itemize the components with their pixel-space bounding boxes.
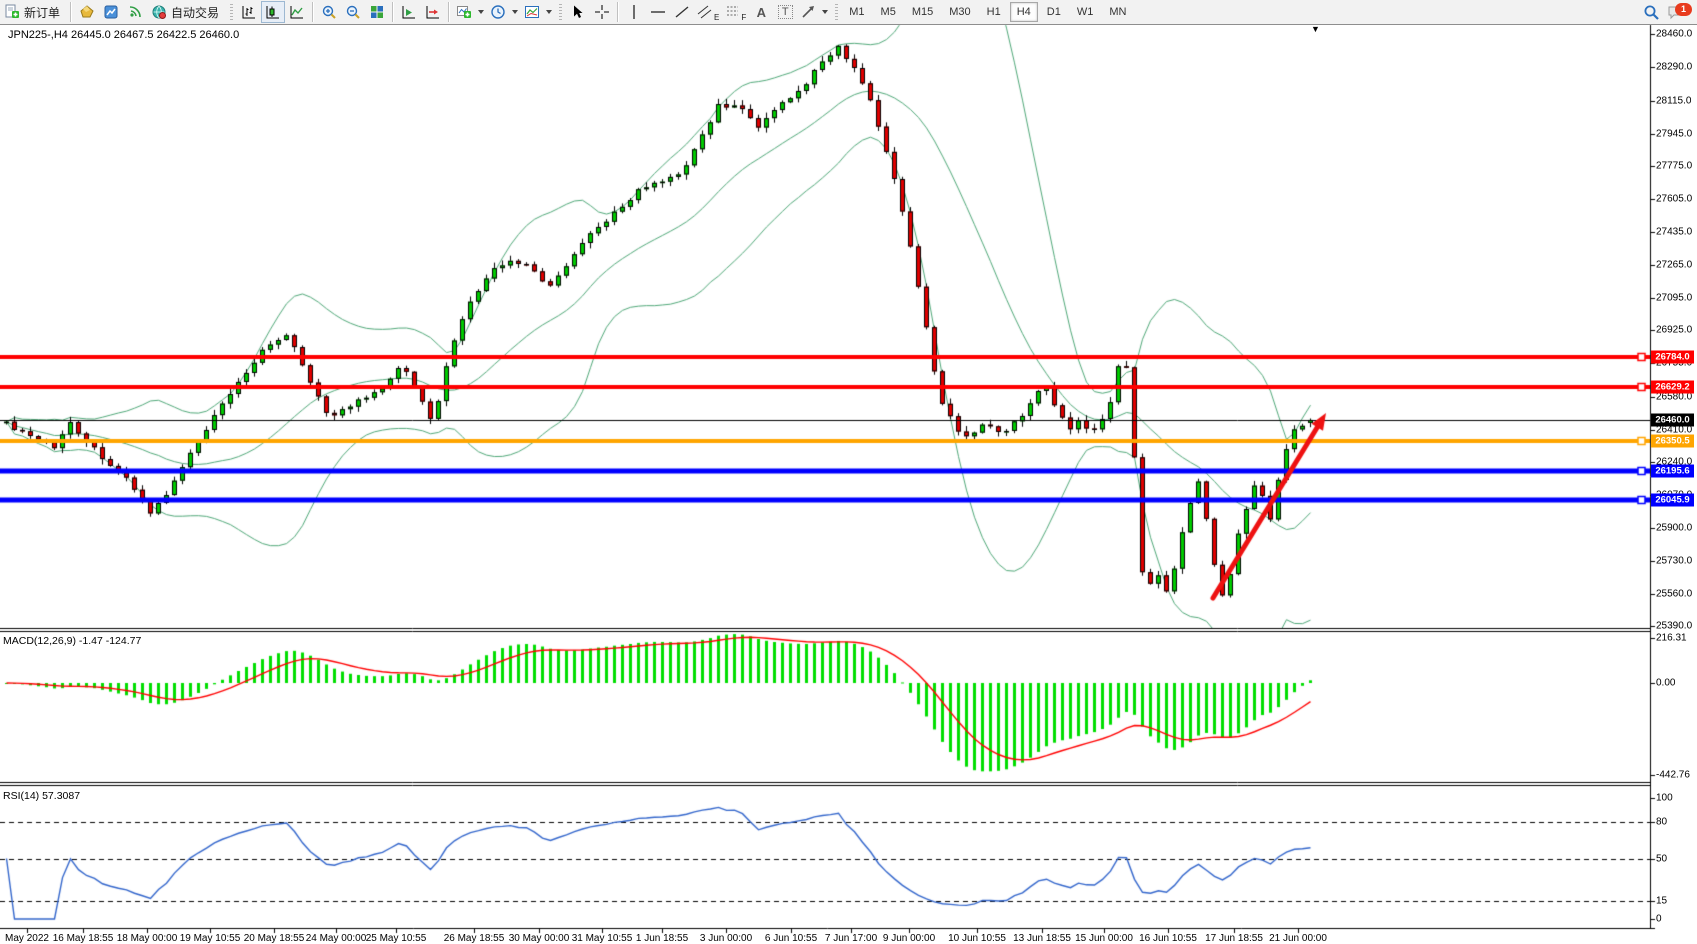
cursor-button[interactable] <box>566 1 590 23</box>
line-chart-icon <box>290 6 304 19</box>
dropdown-caret-icon <box>512 10 519 14</box>
timeframe-button-m15[interactable]: M15 <box>905 2 940 22</box>
market-watch-icon <box>104 5 118 19</box>
timeframe-group: M1 M5 M15 M30 H1 H4 D1 W1 MN <box>842 2 1133 22</box>
text-label-button[interactable]: T <box>773 1 797 23</box>
signals-button[interactable] <box>123 1 147 23</box>
templates-button[interactable] <box>521 1 555 23</box>
candlestick-chart-button[interactable] <box>261 1 286 23</box>
dropdown-caret-icon <box>822 10 829 14</box>
template-icon <box>525 6 540 18</box>
new-order-label: 新订单 <box>24 5 61 20</box>
toolbar-drag-handle[interactable] <box>558 2 564 22</box>
crosshair-icon <box>595 5 610 19</box>
timeframe-button-w1[interactable]: W1 <box>1070 2 1101 22</box>
timeframe-button-m30[interactable]: M30 <box>942 2 977 22</box>
tile-windows-button[interactable] <box>365 1 389 23</box>
equidistant-channel-icon <box>697 5 712 19</box>
price-line-tag-26195.6[interactable]: 26195.6 <box>1651 464 1694 478</box>
trendline-icon <box>675 6 689 18</box>
price-line-tag-26350.5[interactable]: 26350.5 <box>1651 434 1694 448</box>
crosshair-button[interactable] <box>590 1 614 23</box>
zoom-out-button[interactable] <box>341 1 365 23</box>
price-line-tag-26629.2[interactable]: 26629.2 <box>1651 380 1694 394</box>
notifications-button[interactable]: 1 <box>1663 1 1692 23</box>
separator <box>312 2 315 22</box>
horizontal-line-icon <box>651 11 666 13</box>
zoom-in-button[interactable] <box>317 1 341 23</box>
new-order-button[interactable]: 新订单 <box>0 1 67 23</box>
periods-button[interactable] <box>487 1 521 23</box>
fibonacci-icon <box>727 6 739 16</box>
trendline-button[interactable] <box>670 1 694 23</box>
text-icon: A <box>756 4 766 20</box>
timeframe-button-m5[interactable]: M5 <box>874 2 903 22</box>
text-label-icon: T <box>777 5 793 19</box>
timeframe-button-m1[interactable]: M1 <box>842 2 871 22</box>
gold-quotes-icon <box>80 5 94 18</box>
candlestick-chart-icon <box>266 6 280 19</box>
tile-windows-icon <box>371 6 384 18</box>
toolbar-drag-handle[interactable] <box>229 2 235 22</box>
timeframe-button-d1[interactable]: D1 <box>1040 2 1068 22</box>
toolbar-drag-handle[interactable] <box>834 2 840 22</box>
search-icon <box>1644 5 1659 20</box>
zoom-out-icon <box>346 5 360 19</box>
fibonacci-glyph: F <box>741 13 747 22</box>
arrows-button[interactable] <box>797 1 831 23</box>
text-button[interactable]: A <box>749 1 773 23</box>
quotes-button[interactable] <box>75 1 99 23</box>
signals-icon <box>129 6 141 18</box>
market-watch-button[interactable] <box>99 1 123 23</box>
separator <box>448 2 451 22</box>
dropdown-caret-icon <box>546 10 553 14</box>
indicators-icon <box>457 6 472 18</box>
price-line-tag-26045.9[interactable]: 26045.9 <box>1651 493 1694 507</box>
price-line-tag-26460.0[interactable]: 26460.0 <box>1651 413 1694 427</box>
horizontal-line-button[interactable] <box>646 1 670 23</box>
separator <box>617 2 620 22</box>
vertical-line-icon <box>633 5 635 19</box>
autotrading-label: 自动交易 <box>171 5 220 20</box>
bar-chart-icon <box>242 6 256 19</box>
timeframe-button-mn[interactable]: MN <box>1102 2 1133 22</box>
clock-icon <box>491 5 505 19</box>
price-line-tag-26784.0[interactable]: 26784.0 <box>1651 350 1694 364</box>
arrows-icon <box>802 6 815 18</box>
notification-badge: 1 <box>1675 3 1692 16</box>
autotrading-icon <box>152 5 167 19</box>
separator <box>392 2 395 22</box>
autotrading-button[interactable]: 自动交易 <box>147 1 226 23</box>
line-chart-button[interactable] <box>285 1 309 23</box>
timeframe-button-h1[interactable]: H1 <box>980 2 1008 22</box>
toolbar: 新订单 自动交易 <box>0 0 1697 25</box>
vertical-line-button[interactable] <box>622 1 646 23</box>
separator <box>70 2 73 22</box>
indicators-button[interactable] <box>453 1 487 23</box>
dropdown-caret-icon <box>478 10 485 14</box>
search-button[interactable] <box>1639 1 1663 23</box>
chart-shift-icon <box>426 6 440 19</box>
auto-scroll-button[interactable] <box>397 1 421 23</box>
new-order-icon <box>5 4 19 18</box>
timeframe-button-h4[interactable]: H4 <box>1009 2 1038 22</box>
bar-chart-button[interactable] <box>237 1 261 23</box>
auto-scroll-icon <box>402 6 416 19</box>
zoom-in-icon <box>322 5 336 19</box>
channel-glyph: E <box>714 13 720 22</box>
cursor-icon <box>574 5 583 18</box>
chart-shift-button[interactable] <box>421 1 445 23</box>
equidistant-channel-button[interactable]: E <box>694 1 722 23</box>
fibonacci-button[interactable]: F <box>722 1 749 23</box>
